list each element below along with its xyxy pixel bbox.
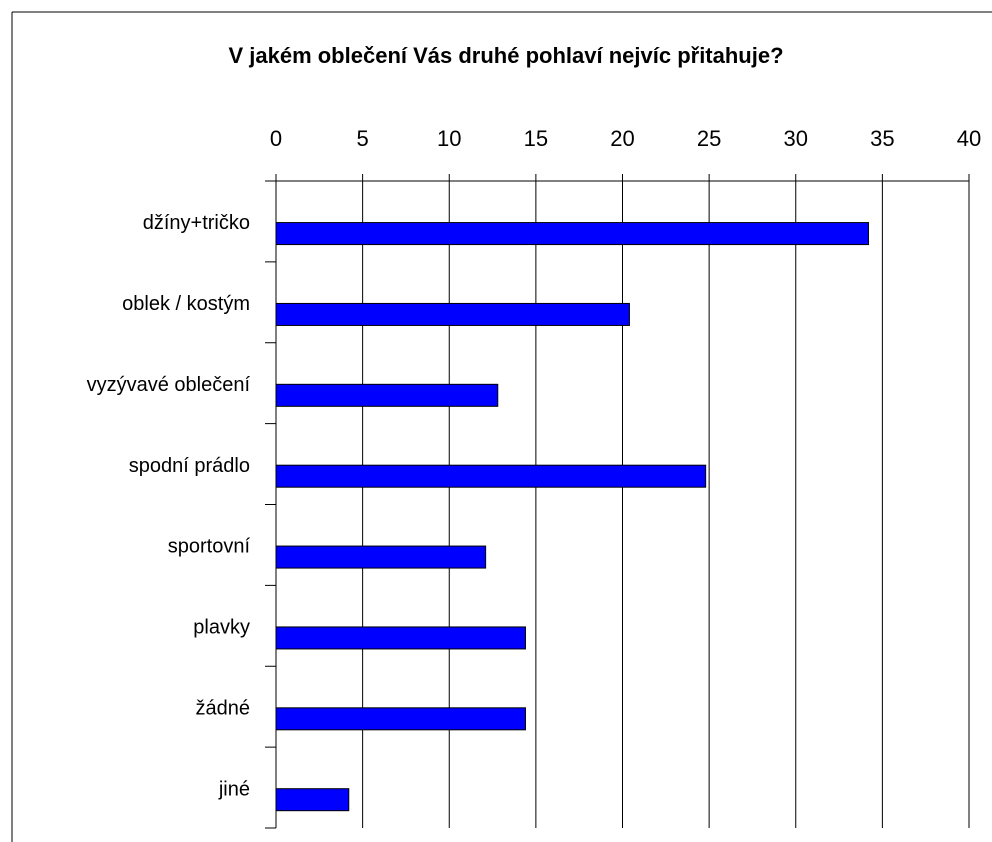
y-tick-label: džíny+tričko (143, 212, 250, 234)
bar (275, 464, 707, 488)
bar (275, 626, 526, 650)
y-tick-label: vyzývavé oblečení (87, 374, 251, 396)
y-tick-label: jiné (218, 778, 250, 800)
x-tick-label: 40 (957, 126, 981, 151)
x-tick-label: 0 (270, 126, 282, 151)
y-tick-label: oblek / kostým (122, 293, 250, 315)
chart-title: V jakém oblečení Vás druhé pohlaví nejví… (228, 43, 783, 68)
y-tick-label: plavky (193, 617, 250, 639)
x-tick-label: 5 (357, 126, 369, 151)
y-tick-label: žádné (196, 697, 251, 719)
bar (275, 788, 350, 812)
x-tick-label: 10 (437, 126, 461, 151)
bar (275, 222, 870, 246)
bar (275, 302, 630, 326)
y-tick-label: spodní prádlo (129, 455, 250, 477)
x-tick-label: 20 (610, 126, 634, 151)
x-tick-label: 15 (524, 126, 548, 151)
x-tick-label: 30 (784, 126, 808, 151)
x-tick-label: 25 (697, 126, 721, 151)
y-tick-label: sportovní (168, 536, 251, 558)
bar (275, 545, 487, 569)
x-tick-label: 35 (870, 126, 894, 151)
bar (275, 383, 499, 407)
bar (275, 707, 526, 731)
